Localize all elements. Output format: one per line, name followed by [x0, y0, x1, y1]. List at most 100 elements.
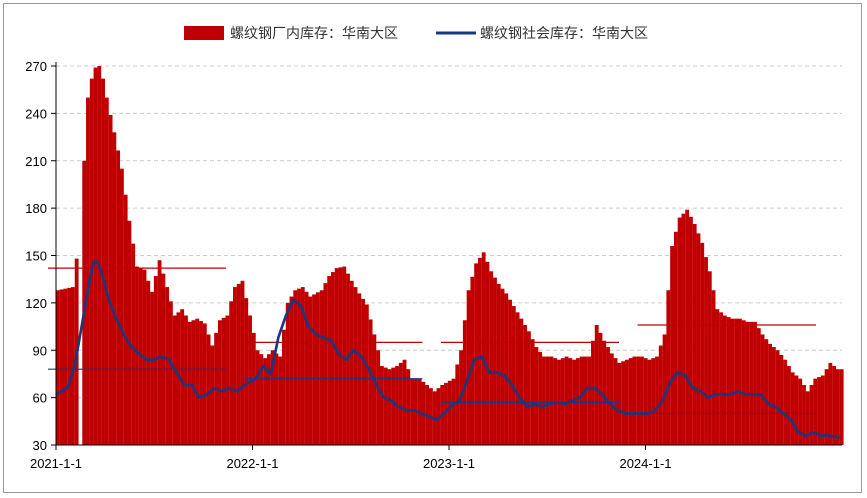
x-axis-ticks: 2021-1-1 2022-1-1 2023-1-1 2024-1-1: [30, 445, 672, 471]
bar: [357, 293, 362, 445]
bar: [606, 347, 610, 445]
bar: [353, 287, 358, 445]
bar: [342, 266, 347, 445]
bar: [225, 315, 230, 445]
bar: [730, 318, 735, 445]
bar: [726, 317, 731, 445]
bar: [466, 290, 471, 445]
bar: [402, 359, 407, 445]
bar: [719, 312, 724, 445]
bar: [150, 291, 154, 445]
bar: [673, 231, 678, 445]
bar: [545, 356, 550, 445]
bar: [308, 296, 313, 445]
bar: [530, 339, 535, 445]
bar: [323, 283, 328, 445]
bar: [745, 321, 750, 445]
bar: [802, 384, 806, 445]
bar: [583, 356, 588, 445]
bar: [609, 353, 614, 445]
bar: [349, 280, 354, 445]
legend-swatch-bar: [184, 26, 224, 40]
line-path: [55, 260, 840, 439]
bar: [839, 369, 844, 445]
bar: [760, 334, 765, 445]
bar: [251, 332, 256, 445]
bar: [104, 97, 109, 445]
bar: [293, 290, 298, 445]
bar: [737, 318, 742, 445]
bar: [640, 356, 644, 445]
legend-label-line: 螺纹钢社会库存：华南大区: [480, 26, 648, 42]
bar: [233, 287, 237, 445]
bar: [372, 334, 377, 445]
bar: [244, 298, 249, 445]
bar: [161, 273, 166, 445]
bar: [591, 340, 595, 445]
bar: [542, 356, 546, 445]
legend: 螺纹钢厂内库存：华南大区 螺纹钢社会库存：华南大区: [184, 26, 648, 42]
bar: [67, 287, 72, 445]
x-tick-label: 2023-1-1: [423, 456, 475, 471]
bar: [70, 287, 75, 445]
bar: [255, 350, 260, 445]
bar: [123, 194, 128, 445]
bar: [93, 67, 98, 446]
bar: [176, 312, 181, 445]
bar: [282, 329, 286, 445]
bar: [263, 358, 268, 445]
bar: [828, 362, 833, 445]
bar: [451, 378, 456, 445]
bar: [523, 324, 528, 445]
bar: [493, 277, 497, 445]
bar: [771, 347, 776, 445]
bar: [285, 302, 290, 445]
bar: [817, 377, 821, 445]
bar: [270, 350, 275, 445]
bar: [515, 312, 520, 445]
bar: [722, 315, 727, 445]
y-tick-label: 30: [33, 438, 47, 453]
bar: [146, 280, 151, 445]
bar: [602, 340, 607, 445]
bar: [199, 321, 203, 445]
bar: [406, 369, 411, 445]
bar: [184, 315, 188, 445]
bar: [538, 351, 543, 445]
bar: [820, 375, 825, 445]
bar: [82, 160, 87, 445]
bar: [613, 358, 618, 445]
bar: [700, 242, 705, 445]
y-axis-ticks: 30 60 90 120 150 180 210 240 270: [25, 59, 56, 453]
bar: [112, 132, 117, 445]
y-tick-label: 60: [33, 391, 47, 406]
bar: [832, 366, 837, 445]
bar: [217, 320, 222, 445]
bar: [97, 66, 102, 445]
legend-label-bar: 螺纹钢厂内库存：华南大区: [230, 26, 398, 42]
bar: [711, 290, 716, 445]
bar: [658, 345, 663, 445]
bar: [809, 384, 814, 445]
bar: [534, 347, 539, 445]
bar: [86, 97, 90, 445]
average-lines: [48, 267, 816, 415]
bar: [805, 391, 810, 445]
bar: [236, 283, 241, 445]
bar: [368, 319, 373, 445]
y-tick-label: 210: [25, 154, 47, 169]
y-tick-label: 180: [25, 201, 47, 216]
bar: [304, 291, 309, 445]
bar: [511, 306, 516, 445]
bar: [477, 257, 482, 445]
bar: [685, 209, 690, 445]
bar: [666, 290, 671, 445]
bar: [617, 362, 622, 445]
bar: [704, 257, 708, 445]
bar: [63, 288, 68, 445]
bar: [315, 292, 320, 445]
bar: [361, 298, 365, 445]
bar: [153, 276, 158, 445]
bar: [157, 260, 162, 445]
bar: [289, 296, 294, 445]
